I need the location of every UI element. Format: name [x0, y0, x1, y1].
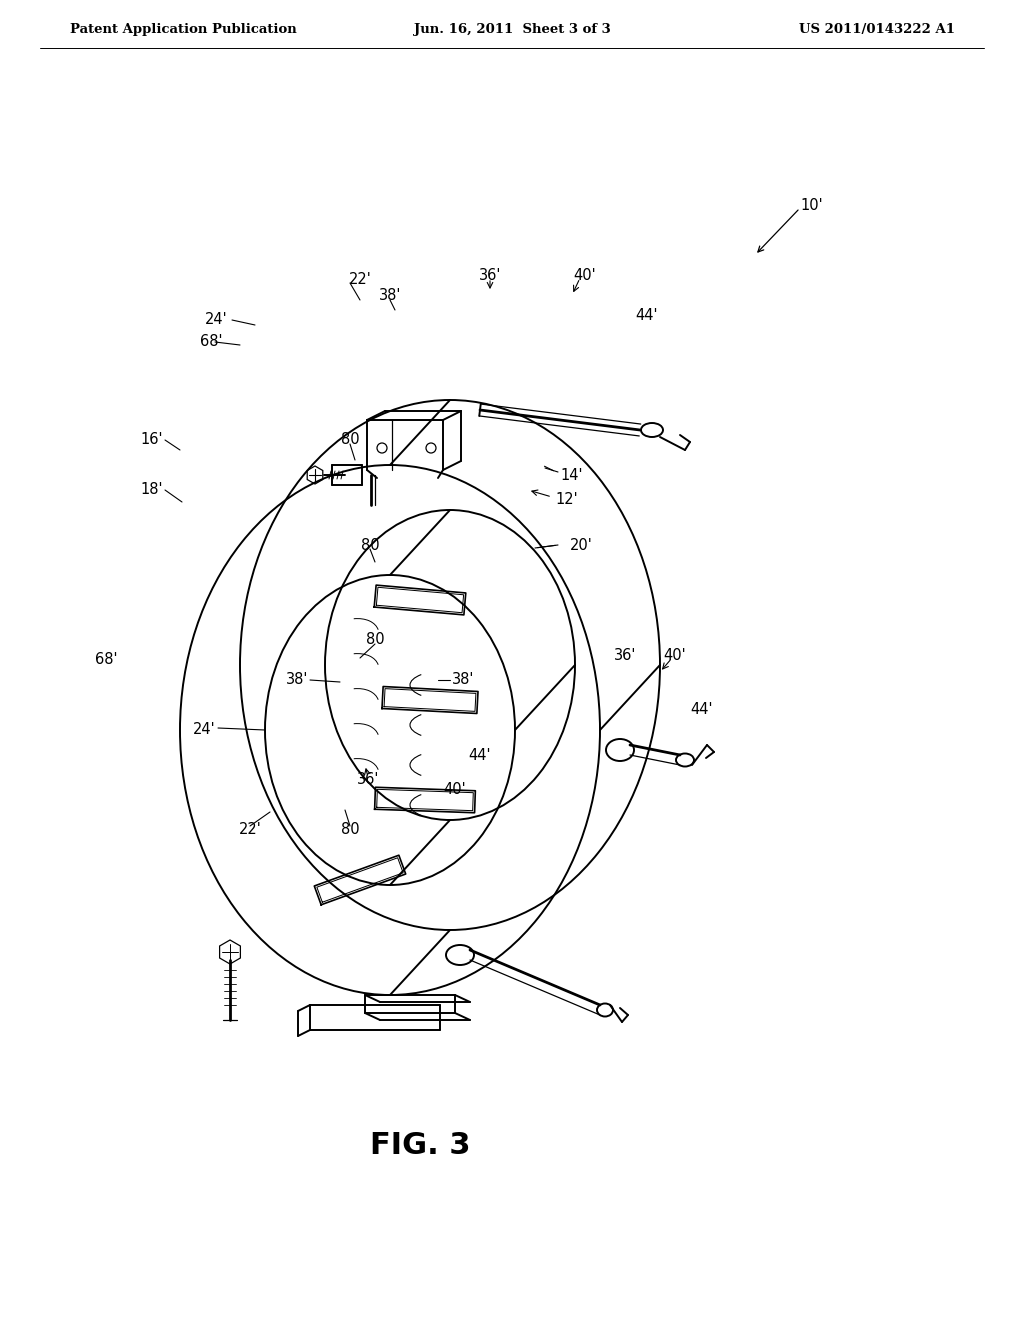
Text: 22': 22': [348, 272, 372, 288]
Text: 38': 38': [452, 672, 474, 688]
Text: 40': 40': [664, 648, 686, 663]
Text: 80: 80: [360, 537, 379, 553]
Text: 22': 22': [239, 822, 261, 837]
Text: 68': 68': [200, 334, 222, 350]
Text: 12': 12': [555, 492, 578, 507]
Text: 44': 44': [469, 747, 492, 763]
Text: 24': 24': [206, 313, 228, 327]
Text: 40': 40': [443, 783, 466, 797]
Text: 44': 44': [690, 702, 713, 718]
Text: 44': 44': [635, 308, 657, 322]
Text: 36': 36': [613, 648, 636, 663]
Text: 36': 36': [479, 268, 501, 282]
Text: 68': 68': [95, 652, 118, 668]
Text: Jun. 16, 2011  Sheet 3 of 3: Jun. 16, 2011 Sheet 3 of 3: [414, 24, 610, 37]
Text: 40': 40': [573, 268, 596, 282]
Text: 38': 38': [379, 288, 401, 302]
Text: 16': 16': [140, 433, 163, 447]
Text: 80: 80: [341, 822, 359, 837]
Text: 24': 24': [193, 722, 215, 738]
Text: Patent Application Publication: Patent Application Publication: [70, 24, 297, 37]
Text: 80: 80: [341, 433, 359, 447]
Text: US 2011/0143222 A1: US 2011/0143222 A1: [799, 24, 955, 37]
Text: 10': 10': [800, 198, 822, 213]
Text: 14': 14': [560, 467, 583, 483]
Text: 38': 38': [286, 672, 308, 688]
Text: 18': 18': [140, 483, 163, 498]
Text: 20': 20': [570, 537, 593, 553]
Text: 36': 36': [356, 772, 379, 788]
Text: 80: 80: [366, 632, 384, 648]
Text: FIG. 3: FIG. 3: [370, 1130, 470, 1159]
